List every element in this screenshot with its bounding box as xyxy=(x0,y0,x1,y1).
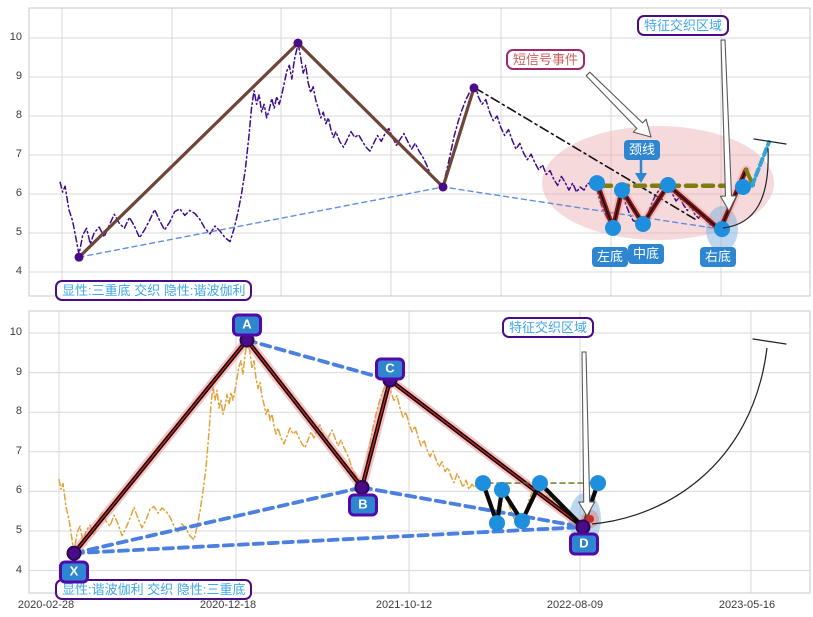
bottom-y-tick-8: 8 xyxy=(15,405,22,418)
x-tick-2023-05-16: 2023-05-16 xyxy=(718,599,776,611)
top-y-tick-4: 4 xyxy=(15,265,22,277)
top-post-breakout-segments xyxy=(744,140,771,188)
top-y-tick-6: 6 xyxy=(15,187,22,199)
neckline-tag: 颈线 xyxy=(623,140,661,160)
x-tick-2021-10-12: 2021-10-12 xyxy=(375,599,433,611)
right-bottom-tag: 右底 xyxy=(699,247,737,267)
bottom-y-tick-7: 7 xyxy=(15,444,22,457)
bottom-region-label: 特征交织区域 xyxy=(502,317,595,338)
top-xabc-impulse-lines xyxy=(77,41,476,259)
bottom-panel-grid xyxy=(28,310,811,594)
left-bottom-tag: 左底 xyxy=(591,247,629,267)
point-tag-A: A xyxy=(232,313,262,337)
bottom-pattern-label: 显性:谐波伽利 交织 隐性:三重底 xyxy=(55,579,253,600)
bottom-projection-curve xyxy=(591,338,787,525)
bottom-white-arrow xyxy=(578,351,596,517)
top-y-tick-7: 7 xyxy=(15,148,22,160)
bottom-marker-dots xyxy=(475,475,606,532)
top-projection-curve xyxy=(722,138,787,229)
bottom-y-tick-9: 9 xyxy=(15,365,22,378)
bottom-xabcd-lines xyxy=(69,335,588,558)
middle-bottom-tag: 中底 xyxy=(627,244,665,264)
bottom-y-tick-4: 4 xyxy=(15,563,22,576)
short-signal-event-label: 短信号事件 xyxy=(506,49,586,70)
point-tag-D: D xyxy=(569,532,599,556)
top-pattern-label: 显性:三重底 交织 隐性:谐波伽利 xyxy=(55,280,253,301)
point-tag-C: C xyxy=(375,357,405,381)
bottom-y-tick-6: 6 xyxy=(15,484,22,497)
point-tag-X: X xyxy=(59,560,89,584)
x-tick-2022-08-09: 2022-08-09 xyxy=(546,599,604,611)
bottom-y-tick-10: 10 xyxy=(9,326,22,338)
bottom-y-tick-5: 5 xyxy=(15,524,22,536)
top-y-tick-8: 8 xyxy=(15,109,22,121)
point-tag-B: B xyxy=(348,493,378,517)
x-tick-2020-02-28: 2020-02-28 xyxy=(17,599,75,611)
x-tick-2020-12-18: 2020-12-18 xyxy=(199,599,257,611)
bottom-dashed-connections xyxy=(72,338,585,556)
neckline-pointer-arrow xyxy=(635,157,647,183)
top-y-tick-10: 10 xyxy=(9,31,22,43)
top-y-tick-9: 9 xyxy=(15,70,22,82)
top-marker-dots xyxy=(589,175,751,238)
top-region-label: 特征交织区域 xyxy=(637,15,730,36)
top-y-tick-5: 5 xyxy=(15,226,22,238)
top-white-arrows xyxy=(585,39,738,212)
top-xabc-vertex-dots xyxy=(74,38,479,262)
